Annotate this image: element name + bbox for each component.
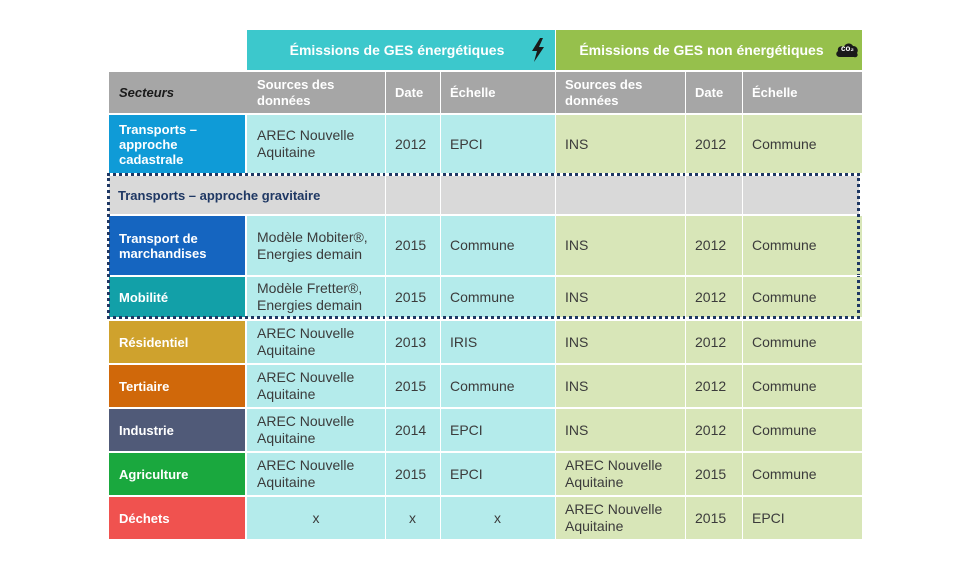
e-source: AREC Nouvelle Aquitaine <box>257 127 355 160</box>
sector-label: Agriculture <box>119 466 189 482</box>
e-date: 2015 <box>395 377 427 394</box>
col-e-sources-header: Sources des données <box>257 76 335 108</box>
n-source: INS <box>565 288 589 305</box>
sector-label: Mobilité <box>119 289 169 305</box>
sector-cell: Industrie <box>109 409 245 451</box>
e-source: Modèle Mobiter®, Energies demain <box>257 228 368 262</box>
group-banner: Transports – approche gravitaire <box>109 176 859 214</box>
non-energetic-emissions-title: Émissions de GES non énergétiques <box>579 42 824 58</box>
e-scale: EPCI <box>450 135 483 152</box>
sector-label: Déchets <box>119 510 170 526</box>
col-e-scale-header: Échelle <box>450 84 496 100</box>
col-n-date-header: Date <box>695 84 724 100</box>
sector-cell: Transport de marchandises <box>109 216 245 275</box>
e-date: 2015 <box>395 465 427 482</box>
n-scale: Commune <box>752 237 817 253</box>
energetic-emissions-header <box>247 30 555 70</box>
ghg-data-sources-table: Émissions de GES énergétiques Émissions … <box>107 30 862 541</box>
sector-cell: Agriculture <box>109 453 245 495</box>
sector-cell: Résidentiel <box>109 321 245 363</box>
n-scale: Commune <box>752 377 817 394</box>
n-date: 2012 <box>695 135 727 152</box>
sector-label: Industrie <box>119 422 174 438</box>
n-source: AREC Nouvelle Aquitaine <box>565 457 663 490</box>
n-date: 2015 <box>695 465 727 482</box>
sector-cell: Tertiaire <box>109 365 245 407</box>
group-banner-label: Transports – approche gravitaire <box>118 187 321 203</box>
n-scale: Commune <box>752 288 817 305</box>
sector-label: Transport de marchandises <box>119 230 207 261</box>
col-n-sources-header: Sources des données <box>565 76 643 108</box>
e-date: 2012 <box>395 135 427 152</box>
n-date: 2012 <box>695 237 727 253</box>
energetic-emissions-title: Émissions de GES énergétiques <box>289 42 505 58</box>
sector-label: Résidentiel <box>119 334 189 350</box>
e-source: AREC Nouvelle Aquitaine <box>257 457 355 490</box>
e-source: AREC Nouvelle Aquitaine <box>257 369 355 402</box>
n-scale: Commune <box>752 135 817 152</box>
n-source: INS <box>565 237 589 253</box>
n-source: INS <box>565 377 589 394</box>
e-date: 2015 <box>395 288 427 305</box>
e-scale: EPCI <box>450 421 483 438</box>
n-date: 2012 <box>695 421 727 438</box>
n-source: INS <box>565 421 589 438</box>
e-scale: x <box>494 509 501 526</box>
co2-label: co₂ <box>841 44 854 53</box>
e-scale: Commune <box>450 288 515 305</box>
e-scale: Commune <box>450 237 515 253</box>
n-scale: Commune <box>752 465 817 482</box>
n-scale: Commune <box>752 333 817 350</box>
e-date: 2015 <box>395 237 427 253</box>
e-date: 2014 <box>395 421 427 438</box>
col-n-scale-header: Échelle <box>752 84 798 100</box>
n-source: INS <box>565 135 589 152</box>
n-source: INS <box>565 333 589 350</box>
e-date: x <box>409 509 416 526</box>
e-source: AREC Nouvelle Aquitaine <box>257 413 355 446</box>
e-source: Modèle Fretter®, Energies demain <box>257 280 363 313</box>
sector-cell: Déchets <box>109 497 245 539</box>
n-date: 2012 <box>695 377 727 394</box>
e-scale: Commune <box>450 377 515 394</box>
non-energetic-emissions-header <box>555 30 862 70</box>
n-scale: EPCI <box>752 509 785 526</box>
col-sector-header: Secteurs <box>119 85 174 100</box>
col-e-date-header: Date <box>395 84 424 100</box>
e-source: AREC Nouvelle Aquitaine <box>257 325 355 358</box>
sector-cell: Transports – approche cadastrale <box>109 115 245 173</box>
lightning-bolt-icon <box>530 38 546 62</box>
n-date: 2012 <box>695 288 727 305</box>
n-source: AREC Nouvelle Aquitaine <box>565 501 663 534</box>
n-date: 2015 <box>695 509 727 526</box>
sector-cell: Mobilité <box>109 277 245 317</box>
n-date: 2012 <box>695 333 727 350</box>
sector-label: Transports – approche cadastrale <box>119 121 198 167</box>
e-date: 2013 <box>395 333 427 350</box>
co2-cloud-icon: co₂ <box>835 41 859 59</box>
sector-label: Tertiaire <box>119 378 170 394</box>
e-scale: IRIS <box>450 333 478 350</box>
n-scale: Commune <box>752 421 817 438</box>
e-scale: EPCI <box>450 465 483 482</box>
e-source: x <box>312 509 320 526</box>
